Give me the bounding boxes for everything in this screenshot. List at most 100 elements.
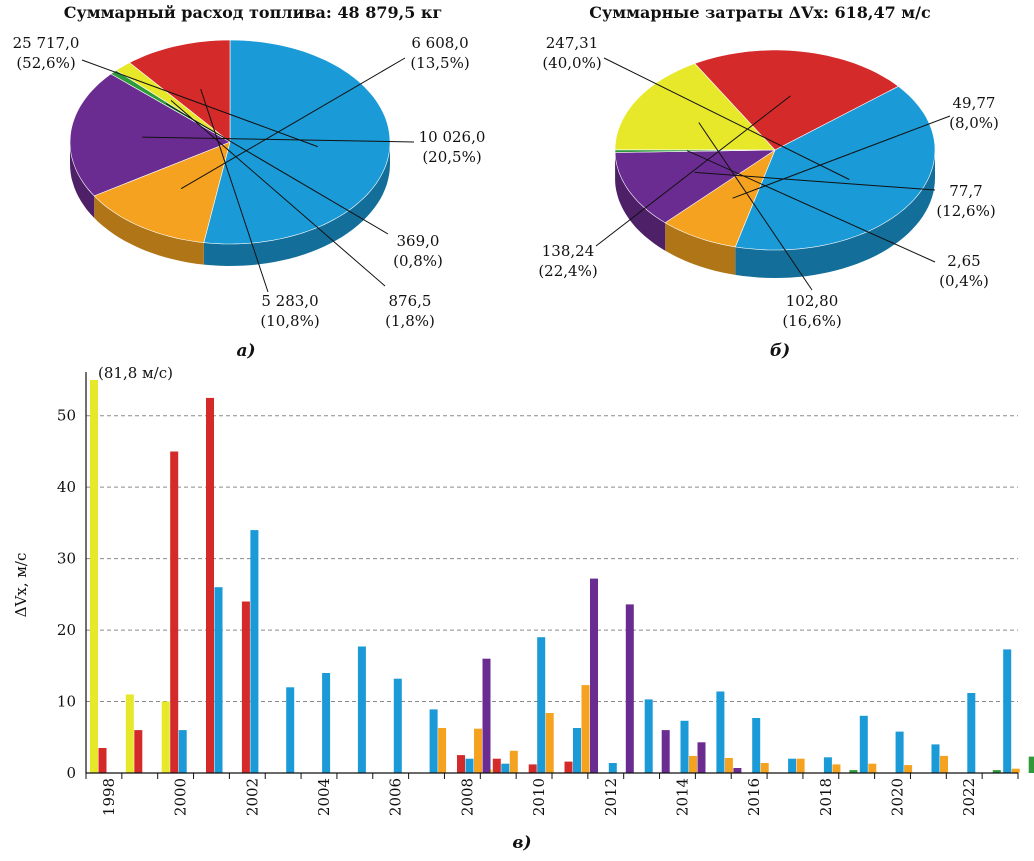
x-tick-label: 2014 [673,778,691,816]
bar-blue-2002 [250,530,258,773]
bar-red-2010 [529,764,537,773]
bar-orange-2020 [904,765,912,773]
bar-orange-2018 [832,764,840,773]
bar-y-axis-label: ΔVx, м/с [12,553,30,618]
bar-blue-2020 [896,732,904,773]
pie-value-label-purple: 77,7 [949,182,982,200]
bar-blue-2001 [215,587,223,773]
bar-orange-2011 [582,685,590,773]
pie-percent-label-yellow: (16,6%) [782,312,841,330]
bar-blue-2017 [788,759,796,773]
bar-purple-2008 [483,659,491,773]
pie-value-label-orange: 6 608,0 [411,34,468,52]
bar-blue-2018 [824,757,832,773]
pie-percent-label-blue: (40,0%) [542,54,601,72]
pie-value-label-purple: 10 026,0 [419,128,486,146]
bar-red-1999 [134,730,142,773]
bar-red-2001 [206,398,214,773]
bar-blue-2016 [752,718,760,773]
pie-percent-label-red: (10,8%) [260,312,319,330]
bar-orange-2019 [868,764,876,773]
pie-percent-label-purple: (12,6%) [936,202,995,220]
y-tick-label: 0 [66,764,76,782]
bar-blue-2014 [681,721,689,773]
bar-blue-2021 [932,744,940,773]
bar-blue-2012 [609,763,617,773]
pie-percent-label-orange: (8,0%) [949,114,999,132]
x-tick-label: 2004 [315,778,333,816]
bar-blue-2009 [501,764,509,773]
bar-red-1998 [99,748,107,773]
bar-purple-2015 [733,768,741,773]
pie-percent-label-orange: (13,5%) [410,54,469,72]
pie-percent-label-purple: (20,5%) [422,148,481,166]
bar-orange-2021 [940,756,948,773]
bar-green-2023 [1029,757,1034,773]
bar-blue-2019 [860,716,868,773]
fuel-pie-chart: 25 717,0(52,6%)6 608,0(13,5%)10 026,0(20… [13,34,486,330]
bar-blue-2003 [286,687,294,773]
bar-orange-2014 [689,756,697,773]
bar-blue-2010 [537,637,545,773]
bar-purple-2014 [698,742,706,773]
bar-orange-2017 [797,759,805,773]
bar-orange-2008 [474,729,482,773]
pie-value-label-orange: 49,77 [953,94,996,112]
bar-orange-2009 [510,751,518,773]
bar-blue-2004 [322,673,330,773]
x-tick-label: 2000 [172,778,190,816]
x-tick-label: 2010 [530,778,548,816]
bar-blue-2005 [358,647,366,774]
dv-pie-caption: б) [770,341,790,361]
bar-red-2011 [565,762,573,773]
bar-orange-2010 [546,713,554,773]
fuel-pie-title: Суммарный расход топлива: 48 879,5 кг [64,3,443,22]
bar-blue-2006 [394,679,402,773]
bar-blue-2013 [645,699,653,773]
x-tick-label: 2020 [889,778,907,816]
pie-value-label-green: 2,65 [947,252,980,270]
pie-percent-label-yellow: (1,8%) [385,312,435,330]
bar-blue-2015 [716,692,724,774]
bar-chart-caption: в) [512,833,531,853]
dv-pie-chart: 247,31 (40,0%) 49,77 (8,0%) 77,7 (12,6%) 2,65 (… [538,34,999,330]
dv-pie-title: Суммарные затраты ΔVx: 618,47 м/с [589,3,931,22]
pie-percent-label-green: (0,8%) [393,252,443,270]
pie-value-label-red: 138,24 [542,242,595,260]
x-tick-label: 2022 [960,778,978,816]
y-tick-label: 50 [57,407,76,425]
y-tick-label: 30 [57,550,76,568]
clipped-bar-annotation: (81,8 м/с) [98,364,173,382]
bar-blue-2023 [1003,649,1011,773]
bar-orange-2016 [761,763,769,773]
bar-blue-2007 [430,709,438,773]
x-tick-label: 2016 [745,778,763,816]
x-tick-label: 2006 [387,778,405,816]
pie-value-label-red: 5 283,0 [261,292,318,310]
bar-orange-2015 [725,758,733,773]
x-tick-label: 2002 [243,778,261,816]
pie-value-label-yellow: 876,5 [389,292,432,310]
x-tick-label: 2018 [817,778,835,816]
bar-blue-2022 [967,693,975,773]
fuel-pie-caption: а) [236,341,255,361]
pie-value-label-blue: 247,31 [546,34,599,52]
bar-purple-2011 [590,579,598,773]
pie-value-label-yellow: 102,80 [786,292,839,310]
x-tick-label: 1998 [100,778,118,816]
y-tick-label: 10 [57,693,76,711]
pie-value-label-green: 369,0 [397,232,440,250]
bar-blue-2000 [179,730,187,773]
bar-red-2009 [493,759,501,773]
y-tick-label: 40 [57,478,76,496]
pie-percent-label-red: (22,4%) [538,262,597,280]
bar-purple-2013 [662,730,670,773]
bar-purple-2012 [626,604,634,773]
bar-orange-2023 [1012,769,1020,773]
bar-red-2000 [170,452,178,774]
bar-red-2002 [242,602,250,774]
bar-yellow-2000 [162,702,170,774]
